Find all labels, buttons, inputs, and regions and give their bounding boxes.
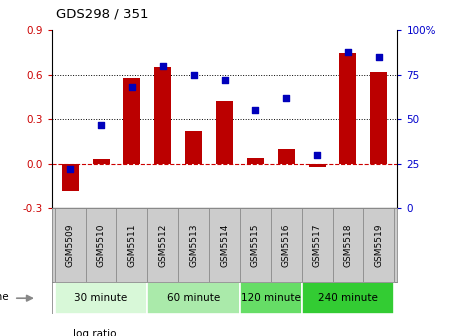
Point <box>221 77 228 83</box>
Text: GSM5511: GSM5511 <box>128 223 136 267</box>
Text: GSM5512: GSM5512 <box>158 223 167 267</box>
Bar <box>55 282 147 314</box>
Text: GDS298 / 351: GDS298 / 351 <box>56 7 149 20</box>
Text: GSM5510: GSM5510 <box>97 223 106 267</box>
Bar <box>370 72 387 164</box>
Point <box>344 49 352 54</box>
Bar <box>240 282 302 314</box>
Text: GSM5517: GSM5517 <box>313 223 321 267</box>
Bar <box>92 159 110 164</box>
Bar <box>302 282 394 314</box>
Bar <box>185 131 202 164</box>
Point <box>252 108 259 113</box>
Point <box>375 54 383 60</box>
Text: 120 minute: 120 minute <box>241 293 301 303</box>
Bar <box>278 149 295 164</box>
Point <box>128 85 136 90</box>
Text: 30 minute: 30 minute <box>75 293 128 303</box>
Bar <box>123 78 141 164</box>
Point <box>97 122 105 127</box>
Text: GSM5509: GSM5509 <box>66 223 75 267</box>
Point <box>313 152 321 158</box>
Text: GSM5515: GSM5515 <box>251 223 260 267</box>
Point <box>66 166 74 172</box>
Bar <box>308 164 326 167</box>
Text: GSM5516: GSM5516 <box>282 223 291 267</box>
Bar <box>62 164 79 191</box>
Text: time: time <box>0 292 9 301</box>
Point <box>283 95 290 100</box>
Point <box>190 72 197 78</box>
Text: GSM5513: GSM5513 <box>189 223 198 267</box>
Text: GSM5514: GSM5514 <box>220 223 229 267</box>
Text: 60 minute: 60 minute <box>167 293 220 303</box>
Text: GSM5518: GSM5518 <box>343 223 352 267</box>
Bar <box>247 158 264 164</box>
Text: log ratio: log ratio <box>73 329 117 336</box>
Point <box>159 63 166 69</box>
Text: 240 minute: 240 minute <box>318 293 378 303</box>
Bar <box>216 101 233 164</box>
Bar <box>339 52 357 164</box>
Bar <box>154 67 171 164</box>
Text: GSM5519: GSM5519 <box>374 223 383 267</box>
Bar <box>147 282 240 314</box>
